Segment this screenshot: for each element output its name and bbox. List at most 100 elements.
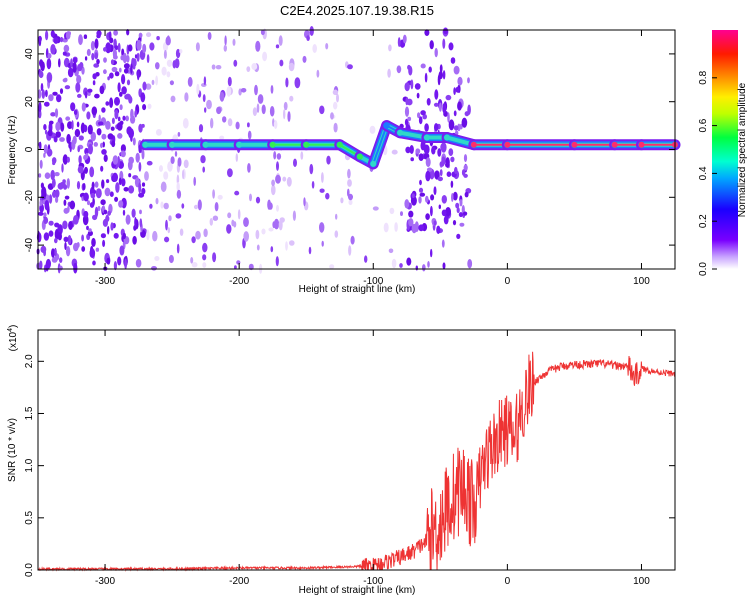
spectrogram-cell xyxy=(283,101,288,111)
spectrogram-cell xyxy=(422,264,426,272)
spectrogram-cell xyxy=(222,116,227,123)
spectrogram-cell xyxy=(190,257,194,264)
spectrogram-cell xyxy=(73,262,78,274)
spectrogram-cell xyxy=(91,181,95,190)
spectrogram-cell xyxy=(447,112,450,123)
spectrogram-cell xyxy=(257,94,264,104)
spectrogram-cell xyxy=(38,101,42,113)
spectrogram-cell xyxy=(434,47,438,58)
spectrogram-cell xyxy=(333,101,338,110)
spectrogram-cell xyxy=(308,246,312,255)
spectrogram-cell xyxy=(119,245,125,256)
spectrogram-cell xyxy=(117,256,122,266)
spectrogram-cell xyxy=(123,68,129,74)
spectrogram-cell xyxy=(453,125,459,131)
colorbar: 0.0 0.2 0.4 0.6 0.8 Normalized spectral ampl… xyxy=(698,30,748,276)
spectrogram-cell xyxy=(202,94,206,103)
spectrogram-cell xyxy=(426,98,431,106)
spectrogram-cell xyxy=(272,221,276,229)
spectrogram-cell xyxy=(270,85,274,94)
spectrogram-x-axis: -300 -200 -100 0 100 xyxy=(95,30,650,287)
colorbar-tick-label: 0.4 xyxy=(698,166,709,180)
spectrogram-cell xyxy=(203,228,208,238)
spectrogram-cell xyxy=(195,230,201,240)
spectrogram-cell xyxy=(312,44,318,53)
spectrogram-cell xyxy=(404,106,410,117)
spectrogram-cell xyxy=(459,199,463,207)
spectrogram-cell xyxy=(62,154,68,165)
spectrogram-cell xyxy=(77,93,82,98)
spectrogram-cell xyxy=(170,156,175,165)
spectrogram-cell xyxy=(193,176,196,186)
spectrogram-cell xyxy=(325,43,329,50)
spectrogram-cell xyxy=(109,191,114,197)
spectrogram-cell xyxy=(256,103,260,113)
ridge-point xyxy=(423,134,430,141)
ridge-point xyxy=(383,122,390,129)
ridge-point xyxy=(504,141,511,148)
spectrogram-cell xyxy=(426,167,433,172)
spectrogram-cell xyxy=(100,142,103,149)
spectrogram-cell xyxy=(113,261,117,271)
spectrogram-cell xyxy=(442,103,447,114)
spectrogram-cell xyxy=(234,265,237,270)
spectrogram-cell xyxy=(48,94,54,102)
spectrogram-cell xyxy=(276,161,279,171)
spectrogram-cell xyxy=(372,206,379,211)
spectrogram-cell xyxy=(348,193,353,201)
spectrogram-cell xyxy=(389,207,395,215)
spectrogram-cell xyxy=(82,214,89,226)
spectrogram-cell xyxy=(43,144,48,154)
spectrogram-cell xyxy=(70,58,73,68)
spectrogram-cell xyxy=(122,232,127,240)
spectrogram-cell xyxy=(121,178,126,187)
spectrogram-cell xyxy=(140,92,146,103)
spectrogram-cell xyxy=(117,116,121,122)
spectrogram-cell xyxy=(38,173,42,178)
spectrogram-cell xyxy=(135,152,140,163)
spectrogram-cell xyxy=(405,97,409,106)
spectrogram-cell xyxy=(81,234,84,242)
spectrogram-cell xyxy=(404,82,410,92)
spectrogram-cell xyxy=(212,252,217,263)
spectrogram-cell xyxy=(255,229,260,240)
spectrogram-cell xyxy=(424,123,429,132)
spectrogram-cell xyxy=(203,76,207,86)
ridge-point xyxy=(169,141,176,148)
spectrogram-cell xyxy=(453,65,460,75)
spectrogram-cell xyxy=(278,219,283,231)
spectrogram-cell xyxy=(89,166,95,178)
spectrogram-cell xyxy=(114,45,119,51)
spectrogram-cell xyxy=(247,122,250,128)
spectrogram-cell xyxy=(89,248,96,258)
spectrogram-cell xyxy=(348,199,353,206)
spectrogram-cell xyxy=(450,156,455,163)
y-tick-label: 0 xyxy=(24,146,35,152)
spectrogram-cell xyxy=(309,163,314,175)
spectrogram-cell xyxy=(155,62,160,70)
spectrogram-cell xyxy=(83,192,89,202)
spectrogram-cell xyxy=(418,224,425,232)
spectrogram-cell xyxy=(96,128,102,136)
spectrogram-cell xyxy=(90,131,97,142)
spectrogram-cell xyxy=(438,204,441,210)
spectrogram-cell xyxy=(394,222,398,232)
spectrogram-cell xyxy=(46,58,52,70)
spectrogram-cell xyxy=(87,124,93,135)
spectrogram-cell xyxy=(39,141,42,150)
spectrogram-cell xyxy=(83,210,89,218)
spectrogram-cell xyxy=(43,216,49,224)
spectrogram-cell xyxy=(63,236,69,242)
snr-scale-note: (x104) xyxy=(7,325,19,352)
spectrogram-cell xyxy=(364,255,368,263)
y-tick-label: 1.0 xyxy=(24,458,35,472)
spectrogram-cell xyxy=(114,71,120,77)
spectrogram-cell xyxy=(397,37,401,48)
spectrogram-cell xyxy=(430,248,433,258)
spectrogram-cell xyxy=(326,155,331,165)
spectrogram-cell xyxy=(440,142,447,153)
spectrogram-cell xyxy=(437,148,442,157)
spectrogram-cell xyxy=(130,108,134,120)
spectrogram-cell xyxy=(62,179,66,184)
spectrogram-cell xyxy=(78,155,82,165)
